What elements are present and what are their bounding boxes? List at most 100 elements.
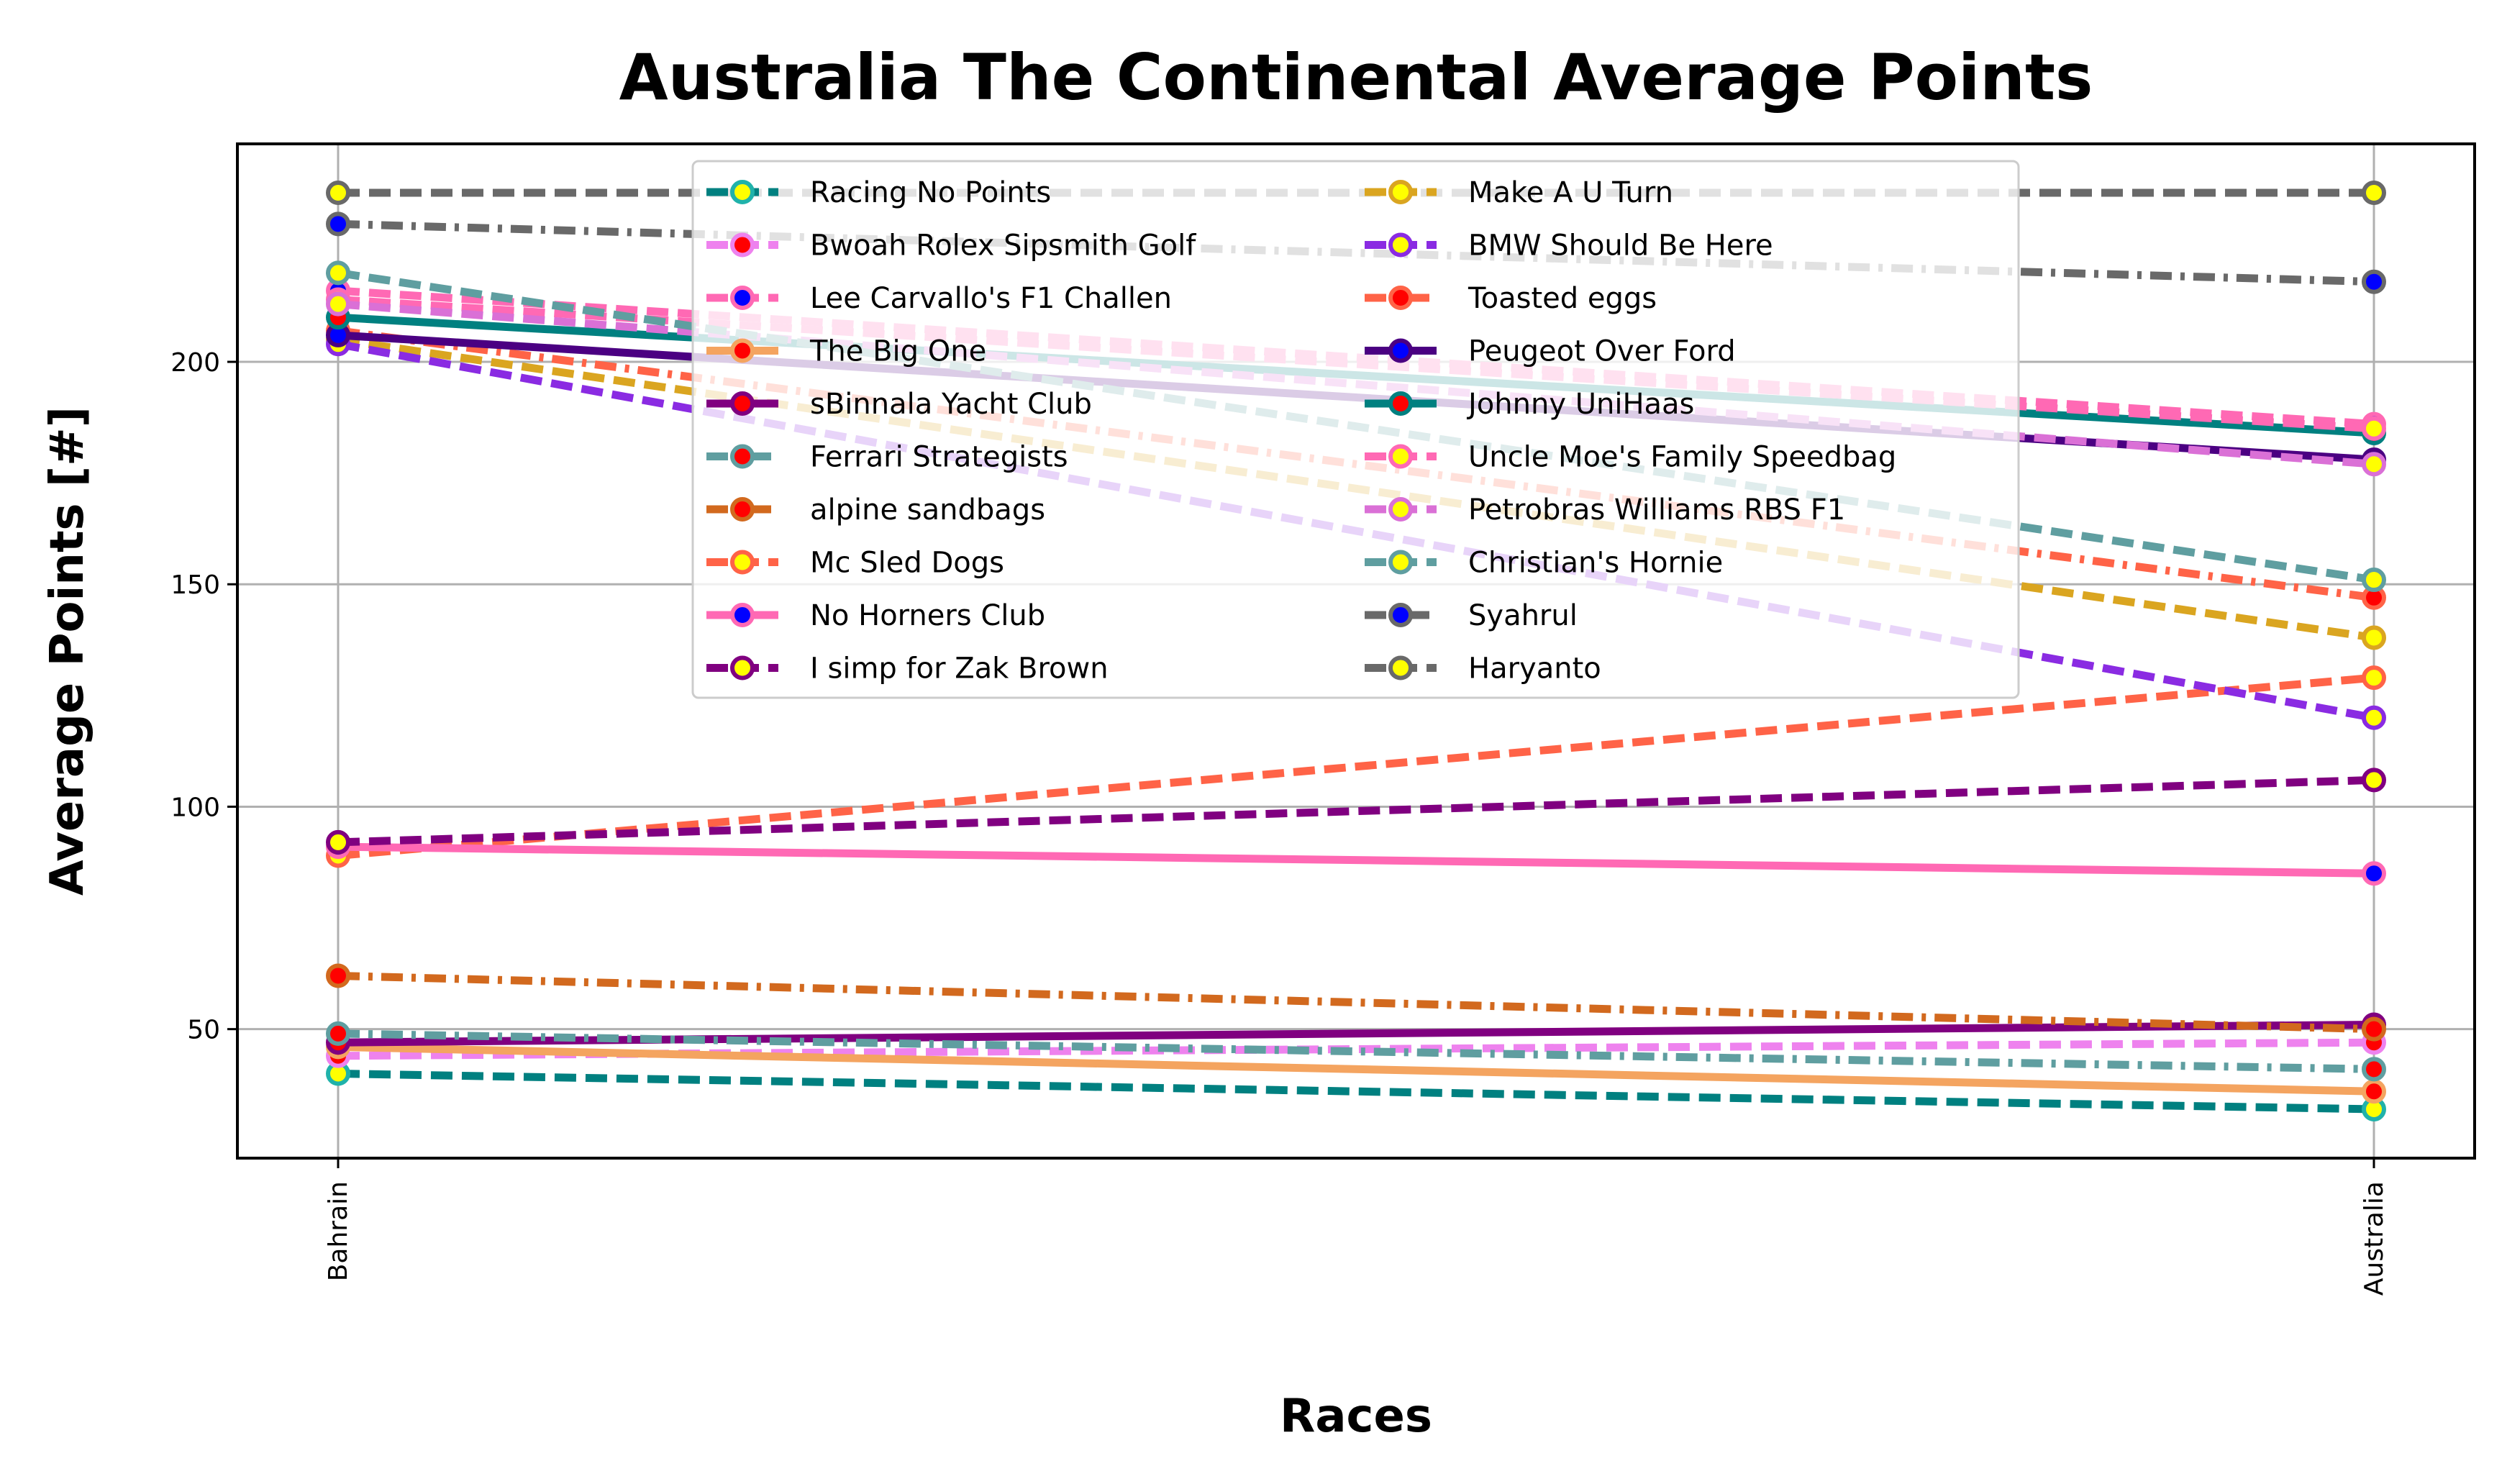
x-axis-ticks: Bahrain Australia bbox=[324, 1158, 2389, 1296]
legend-label: BMW Should Be Here bbox=[1468, 229, 1773, 263]
legend-label: Mc Sled Dogs bbox=[810, 547, 1004, 580]
legend-label: Ferrari Strategists bbox=[810, 441, 1068, 474]
legend-item-christian-s-hornie: Christian's Hornie bbox=[1365, 547, 1723, 580]
legend-item-make-a-u-turn: Make A U Turn bbox=[1365, 176, 1673, 209]
legend-item-alpine-sandbags: alpine sandbags bbox=[706, 493, 1045, 527]
x-axis-label: Races bbox=[1280, 1390, 1432, 1443]
legend-item-uncle-moe-s-family-speedbag: Uncle Moe's Family Speedbag bbox=[1365, 441, 1896, 474]
series-line bbox=[337, 673, 2375, 860]
legend-label: Haryanto bbox=[1468, 652, 1601, 686]
legend-label: Racing No Points bbox=[810, 176, 1051, 209]
legend-marker bbox=[1388, 497, 1413, 522]
legend-marker bbox=[1388, 444, 1413, 469]
legend-marker bbox=[730, 550, 755, 575]
legend-box bbox=[691, 160, 2020, 699]
legend-label: Peugeot Over Ford bbox=[1468, 335, 1736, 368]
y-tick-label: 100 bbox=[170, 793, 220, 822]
legend-marker bbox=[730, 655, 755, 680]
legend-marker bbox=[1388, 603, 1413, 627]
legend-label: Uncle Moe's Family Speedbag bbox=[1468, 441, 1896, 474]
data-point bbox=[326, 829, 350, 855]
data-point bbox=[326, 291, 350, 317]
series-line bbox=[337, 1070, 2375, 1114]
legend-marker bbox=[1388, 232, 1413, 258]
data-point bbox=[2362, 1079, 2386, 1104]
legend-label: The Big One bbox=[809, 335, 986, 368]
y-tick-label: 200 bbox=[170, 348, 220, 378]
legend-item-peugeot-over-ford: Peugeot Over Ford bbox=[1365, 335, 1736, 368]
legend-item-bwoah-rolex-sipsmith-golf: Bwoah Rolex Sipsmith Golf bbox=[706, 229, 1196, 263]
series-line bbox=[337, 842, 2375, 878]
legend-label: Toasted eggs bbox=[1468, 282, 1657, 315]
data-point bbox=[2362, 452, 2386, 477]
data-point bbox=[2362, 181, 2386, 206]
series-no-horners-club bbox=[326, 834, 2386, 886]
data-point bbox=[2362, 1057, 2386, 1082]
legend-item-i-simp-for-zak-brown: I simp for Zak Brown bbox=[706, 652, 1109, 686]
legend-marker bbox=[730, 286, 755, 310]
legend-item-the-big-one: The Big One bbox=[706, 335, 986, 368]
legend-marker bbox=[1388, 286, 1413, 310]
legend-item-lee-carvallo-s-f1-challen: Lee Carvallo's F1 Challen bbox=[706, 282, 1172, 315]
series-alpine-sandbags bbox=[326, 963, 2386, 1042]
legend-marker bbox=[1388, 180, 1413, 204]
data-point bbox=[326, 211, 350, 237]
series-i-simp-for-zak-brown bbox=[326, 768, 2386, 855]
data-point bbox=[2362, 768, 2386, 793]
legend-item-bmw-should-be-here: BMW Should Be Here bbox=[1365, 229, 1773, 263]
y-axis-ticks: 50 100 150 200 bbox=[170, 348, 237, 1045]
legend-item-ferrari-strategists: Ferrari Strategists bbox=[706, 441, 1068, 474]
data-point bbox=[2362, 269, 2386, 294]
legend-label: Christian's Hornie bbox=[1468, 547, 1723, 580]
legend-marker bbox=[730, 232, 755, 258]
series-line bbox=[337, 775, 2375, 847]
legend-marker bbox=[1388, 338, 1413, 363]
data-point bbox=[326, 260, 350, 286]
data-point bbox=[326, 1021, 350, 1046]
data-point bbox=[2362, 568, 2386, 593]
series-line bbox=[337, 1029, 2375, 1073]
x-tick-label: Australia bbox=[2360, 1181, 2389, 1296]
legend-label: Johnny UniHaas bbox=[1466, 388, 1694, 421]
legend-marker bbox=[730, 391, 755, 416]
legend-label: I simp for Zak Brown bbox=[810, 652, 1109, 686]
y-tick-label: 50 bbox=[187, 1016, 220, 1045]
plot-area-frame bbox=[236, 142, 2476, 1160]
legend-marker bbox=[730, 603, 755, 627]
legend: Racing No Points Bwoah Rolex Sipsmith Gol… bbox=[691, 160, 2020, 699]
series-line bbox=[337, 971, 2375, 1034]
y-tick-label: 150 bbox=[170, 570, 220, 600]
data-point bbox=[2362, 1016, 2386, 1042]
legend-marker bbox=[730, 338, 755, 363]
legend-label: No Horners Club bbox=[810, 599, 1045, 632]
legend-item-syahrul: Syahrul bbox=[1365, 599, 1578, 632]
legend-item-mc-sled-dogs: Mc Sled Dogs bbox=[706, 547, 1004, 580]
legend-item-haryanto: Haryanto bbox=[1365, 652, 1601, 686]
series-haryanto bbox=[326, 181, 2386, 206]
legend-marker bbox=[730, 497, 755, 522]
data-point bbox=[2362, 861, 2386, 886]
legend-item-no-horners-club: No Horners Club bbox=[706, 599, 1045, 632]
legend-label: Lee Carvallo's F1 Challen bbox=[810, 282, 1172, 315]
legend-label: Petrobras Williams RBS F1 bbox=[1468, 493, 1845, 527]
legend-item-johnny-unihaas: Johnny UniHaas bbox=[1365, 388, 1694, 421]
data-point bbox=[2362, 665, 2386, 691]
legend-label: Syahrul bbox=[1468, 599, 1578, 632]
series-line bbox=[337, 219, 2375, 286]
series-line bbox=[337, 1020, 2375, 1047]
data-point bbox=[2362, 705, 2386, 730]
legend-marker bbox=[1388, 550, 1413, 575]
y-axis-label: Average Points [#] bbox=[41, 406, 94, 896]
legend-item-toasted-eggs: Toasted eggs bbox=[1365, 282, 1657, 315]
legend-label: Make A U Turn bbox=[1468, 176, 1673, 209]
chart-title: Australia The Continental Average Points bbox=[619, 40, 2093, 114]
legend-marker bbox=[1388, 655, 1413, 680]
data-point bbox=[326, 963, 350, 988]
series-line bbox=[337, 1042, 2375, 1096]
legend-item-sbinnala-yacht-club: sBinnala Yacht Club bbox=[706, 388, 1092, 421]
legend-item-petrobras-williams-rbs-f1: Petrobras Williams RBS F1 bbox=[1365, 493, 1845, 527]
legend-item-racing-no-points: Racing No Points bbox=[706, 176, 1051, 209]
legend-label: sBinnala Yacht Club bbox=[810, 388, 1092, 421]
